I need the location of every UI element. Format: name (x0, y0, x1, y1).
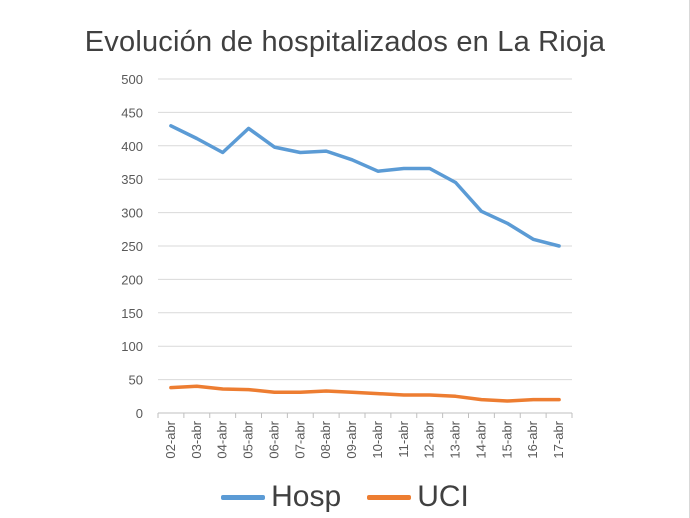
x-tick-label: 02-abr (163, 420, 178, 458)
y-tick-label: 400 (121, 139, 143, 154)
y-tick-label: 300 (121, 206, 143, 221)
y-tick-label: 50 (129, 373, 143, 388)
y-tick-label: 0 (136, 406, 143, 421)
series-line-hosp (169, 124, 561, 248)
x-tick-label: 09-abr (344, 420, 359, 458)
y-tick-label: 450 (121, 105, 143, 120)
x-tick-label: 12-abr (422, 420, 437, 458)
x-tick-label: 11-abr (396, 420, 411, 457)
x-tick-label: 05-abr (241, 420, 256, 458)
plot-area: 0 50 100 150 200 250 300 350 400 450 500 02-abr 03-… (121, 72, 573, 459)
legend-item-hosp: Hosp (221, 480, 341, 514)
x-tick-label: 14-abr (473, 420, 488, 458)
legend-label: Hosp (271, 480, 342, 513)
y-tick-label: 150 (121, 306, 143, 321)
legend: Hosp UCI (0, 480, 690, 514)
x-tick-label: 08-abr (318, 420, 333, 458)
x-tick-label: 04-abr (215, 420, 230, 458)
y-tick-label: 500 (121, 72, 143, 87)
chart-title: Evolución de hospitalizados en La Rioja (84, 26, 606, 58)
x-tick-label: 16-abr (525, 420, 540, 458)
y-tick-label: 200 (121, 272, 143, 287)
y-tick-label: 100 (121, 339, 143, 354)
x-tick-label: 10-abr (370, 420, 385, 458)
x-tick-label: 06-abr (266, 420, 281, 458)
x-tick-label: 07-abr (292, 420, 307, 458)
legend-swatch (221, 494, 266, 500)
legend-item-uci: UCI (367, 480, 469, 514)
legend-swatch (367, 494, 412, 500)
x-tick-label: 15-abr (499, 420, 514, 458)
x-tick-label: 17-abr (551, 420, 566, 458)
y-tick-label: 350 (121, 172, 143, 187)
series-line-uci (169, 384, 561, 403)
x-tick-label: 13-abr (448, 420, 463, 458)
y-tick-label: 250 (121, 239, 143, 254)
x-tick-label: 03-abr (189, 420, 204, 458)
legend-label: UCI (417, 480, 469, 513)
